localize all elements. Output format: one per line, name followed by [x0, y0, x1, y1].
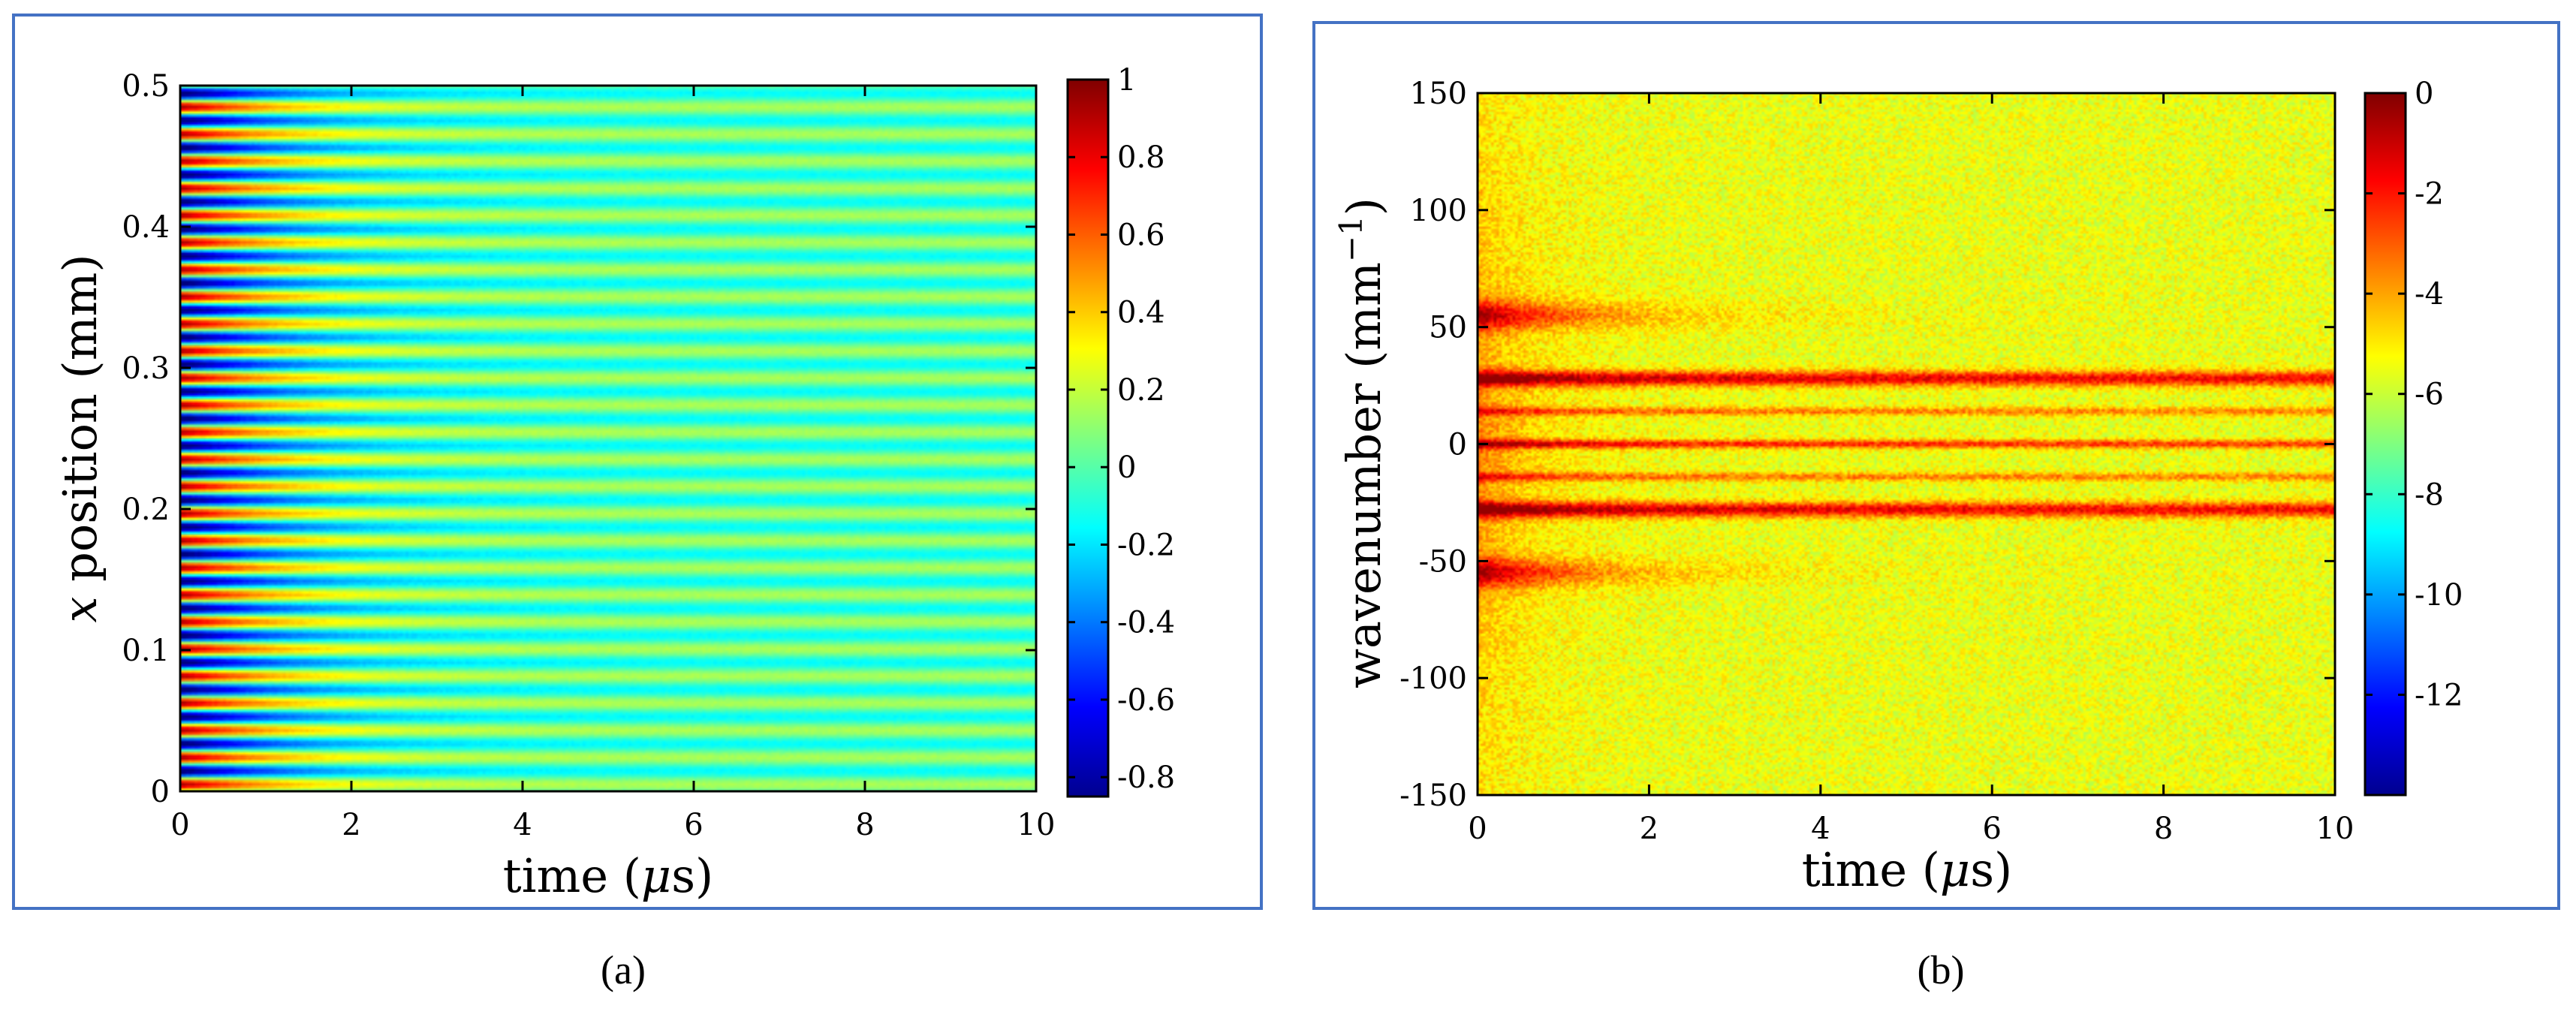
- heatmap-a-image: [180, 86, 1036, 791]
- a-colorbar-tick-label: 0.6: [1117, 218, 1165, 252]
- b-x-tick-label: 0: [1468, 812, 1487, 846]
- b-y-tick-label: -50: [1419, 544, 1467, 579]
- b-colorbar-tick-label: 0: [2415, 77, 2433, 111]
- b-colorbar-tick-label: -10: [2415, 578, 2463, 613]
- panel-a: 0 2 4 6 8 10 00.10.20.30.40.5 time (μs) x pos…: [53, 63, 1175, 903]
- a-x-axis-ticks: 0 2 4 6 8 10: [170, 86, 1055, 842]
- a-colorbar-tick-label: -0.4: [1117, 606, 1175, 640]
- caption-b: (b): [1918, 947, 1965, 992]
- a-colorbar-tick-label: 0.8: [1117, 140, 1165, 175]
- a-y-tick-label: 0.2: [122, 492, 170, 527]
- a-colorbar-tick-label: -0.2: [1117, 528, 1175, 562]
- heatmap-b-image: [1478, 93, 2335, 795]
- a-y-tick-label: 0.4: [122, 210, 170, 245]
- b-x-axis-label: time (μs): [1802, 842, 2012, 897]
- a-x-tick-label: 4: [513, 808, 532, 842]
- b-x-tick-label: 6: [1982, 812, 2001, 846]
- a-x-tick-label: 8: [855, 808, 874, 842]
- b-x-tick-label: 4: [1811, 812, 1830, 846]
- b-x-tick-label: 8: [2154, 812, 2173, 846]
- b-x-axis-ticks: 0 2 4 6 8 10: [1468, 93, 2354, 846]
- a-y-axis-ticks: 0 0.1 0.2 0.3 0.4 0.5: [122, 69, 1036, 809]
- b-colorbar-tick-label: -12: [2415, 678, 2463, 712]
- b-colorbar: [2364, 92, 2407, 797]
- b-colorbar-ticks: 0 -2 -4 -6 -8 -10 -12: [2365, 77, 2463, 712]
- b-y-tick-label: 50: [1429, 311, 1467, 345]
- b-x-tick-label: 2: [1640, 812, 1659, 846]
- a-colorbar-tick-label: -0.8: [1117, 761, 1175, 795]
- b-y-tick-label: 150: [1410, 77, 1467, 111]
- a-y-tick-label: 0.1: [122, 634, 170, 668]
- heatmap-a-axes-box: [179, 84, 1038, 793]
- b-x-tick-label: 10: [2316, 812, 2355, 846]
- b-y-tick-label: 100: [1410, 194, 1467, 228]
- caption-a: (a): [601, 947, 646, 992]
- a-x-axis-label: time (μs): [503, 848, 713, 903]
- a-x-tick-label: 6: [684, 808, 703, 842]
- a-x-tick-label: 2: [342, 808, 360, 842]
- a-colorbar-tick-label: 1: [1117, 63, 1136, 98]
- b-y-tick-label: -150: [1399, 779, 1467, 813]
- a-y-tick-label: 0.5: [122, 69, 170, 104]
- a-colorbar-ticks: 1 0.8 0.6 0.4 0.2 0 -0.2 -0.4 -0.6 -0.8: [1068, 63, 1175, 795]
- a-colorbar-tick-label: -0.6: [1117, 683, 1175, 718]
- panel-a-frame: [12, 14, 1263, 910]
- b-colorbar-tick-label: -2: [2415, 177, 2444, 212]
- a-x-tick-label: 0: [170, 808, 189, 842]
- b-y-axis-ticks: 150 100 50 0 -50 -100 -150: [1399, 77, 2335, 813]
- a-colorbar-tick-label: 0: [1117, 450, 1136, 485]
- b-colorbar-tick-label: -6: [2415, 378, 2444, 412]
- a-y-tick-label: 0.3: [122, 351, 170, 386]
- a-colorbar-tick-label: 0.2: [1117, 373, 1165, 408]
- a-y-tick-label: 0: [151, 775, 170, 809]
- a-colorbar: [1066, 78, 1110, 798]
- b-y-tick-label: -100: [1399, 661, 1467, 696]
- a-y-axis-label: x position (mm): [53, 254, 107, 622]
- b-y-tick-label: 0: [1448, 428, 1467, 462]
- a-colorbar-tick-label: 0.4: [1117, 296, 1165, 330]
- a-x-tick-label: 10: [1017, 808, 1056, 842]
- b-colorbar-tick-label: -8: [2415, 477, 2444, 512]
- b-colorbar-tick-label: -4: [2415, 277, 2444, 312]
- b-y-axis-label: wavenumber (mm−1): [1333, 197, 1392, 688]
- panel-b-frame: [1312, 21, 2560, 910]
